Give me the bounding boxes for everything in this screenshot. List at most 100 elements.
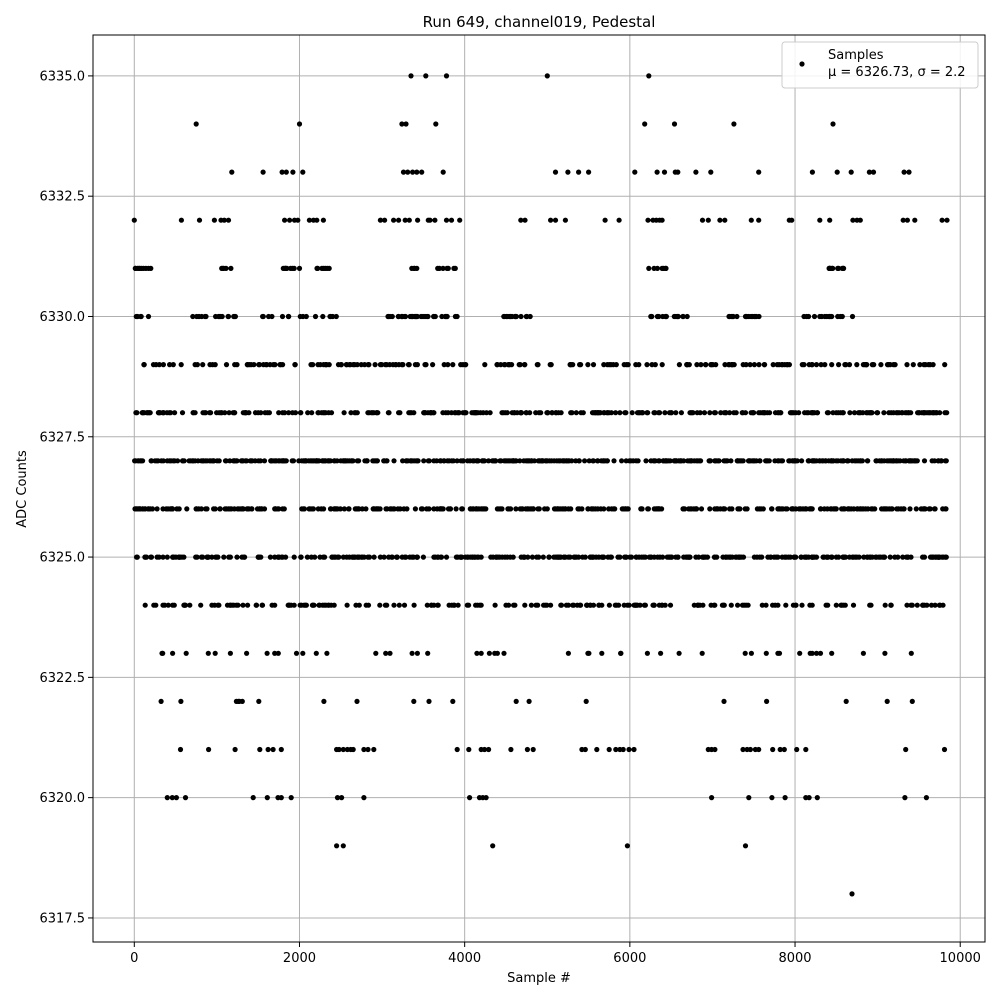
sample-point — [510, 554, 516, 560]
sample-point — [414, 265, 420, 271]
sample-point — [354, 410, 360, 416]
sample-point — [445, 265, 451, 271]
sample-point — [450, 698, 456, 705]
sample-point — [219, 313, 225, 320]
sample-point — [860, 410, 866, 416]
sample-point — [290, 458, 297, 464]
sample-point — [179, 410, 186, 416]
legend-stats-label: μ = 6326.73, σ = 2.2 — [828, 65, 966, 80]
sample-point — [699, 650, 705, 656]
sample-point — [839, 313, 845, 320]
sample-point — [478, 554, 484, 560]
sample-point — [170, 362, 176, 368]
sample-point — [932, 506, 938, 512]
sample-point — [942, 362, 948, 368]
sample-point — [447, 506, 454, 512]
sample-point — [723, 410, 729, 416]
sample-point — [728, 602, 734, 608]
sample-point — [334, 843, 340, 849]
x-tick-label: 0 — [130, 951, 138, 966]
sample-point — [377, 506, 383, 512]
sample-point — [626, 602, 632, 608]
sample-point — [445, 362, 451, 368]
sample-point — [678, 410, 685, 416]
sample-point — [215, 554, 221, 560]
sample-point — [827, 217, 833, 223]
sample-point — [147, 410, 153, 416]
sample-point — [433, 121, 439, 127]
sample-point — [444, 313, 450, 320]
sample-point — [913, 506, 919, 512]
sample-point — [408, 73, 414, 79]
sample-point — [636, 362, 642, 368]
sample-point — [663, 313, 670, 320]
sample-point — [142, 602, 148, 608]
sample-point — [590, 458, 597, 464]
sample-point — [314, 217, 320, 223]
sample-point — [361, 795, 367, 801]
sample-point — [882, 602, 888, 608]
sample-point — [279, 313, 286, 320]
sample-point — [216, 602, 222, 608]
sample-point — [386, 410, 392, 416]
sample-point — [250, 795, 256, 801]
sample-point — [889, 506, 895, 512]
sample-point — [377, 217, 383, 223]
sample-point — [379, 362, 385, 368]
sample-point — [406, 217, 412, 223]
plot-frame — [92, 34, 986, 943]
sample-point — [786, 362, 793, 368]
sample-point — [671, 121, 678, 127]
sample-point — [399, 121, 405, 127]
sample-point — [160, 458, 166, 464]
sample-point — [694, 506, 700, 512]
sample-point — [927, 506, 933, 512]
sample-point — [298, 554, 304, 560]
sample-point — [779, 458, 786, 464]
sample-point — [334, 795, 341, 801]
sample-point — [895, 554, 901, 560]
sample-point — [756, 362, 762, 368]
sample-point — [400, 458, 406, 464]
sample-point — [278, 746, 284, 753]
sample-point — [601, 362, 607, 368]
sample-point — [322, 554, 328, 560]
sample-point — [549, 410, 555, 416]
y-tick-label: 6317.5 — [40, 911, 86, 926]
sample-point — [203, 313, 209, 320]
sample-point — [782, 795, 788, 801]
sample-point — [943, 458, 949, 464]
sample-point — [256, 362, 263, 368]
sample-point — [200, 362, 206, 368]
sample-point — [292, 362, 298, 368]
sample-point — [192, 410, 198, 416]
sample-point — [632, 169, 638, 175]
sample-point — [606, 746, 612, 753]
sample-point — [902, 795, 908, 801]
sample-point — [160, 554, 166, 560]
sample-point — [257, 458, 264, 464]
sample-point — [698, 458, 704, 464]
sample-point — [901, 169, 907, 175]
sample-point — [878, 362, 884, 368]
sample-point — [830, 121, 836, 127]
sample-point — [869, 410, 875, 416]
sample-point — [558, 410, 564, 416]
sample-point — [261, 458, 268, 464]
sample-point — [208, 410, 214, 416]
sample-point — [616, 217, 622, 223]
sample-point — [485, 458, 492, 464]
sample-point — [530, 506, 537, 512]
sample-point — [742, 843, 749, 849]
sample-point — [266, 410, 272, 416]
sample-point — [703, 362, 709, 368]
sample-point — [253, 602, 260, 608]
sample-point — [582, 554, 588, 560]
sample-point — [548, 602, 554, 608]
sample-point — [676, 362, 683, 368]
sample-point — [153, 602, 159, 608]
sample-point — [646, 73, 652, 79]
sample-point — [875, 410, 881, 416]
sample-point — [940, 602, 946, 608]
sample-point — [330, 313, 336, 320]
